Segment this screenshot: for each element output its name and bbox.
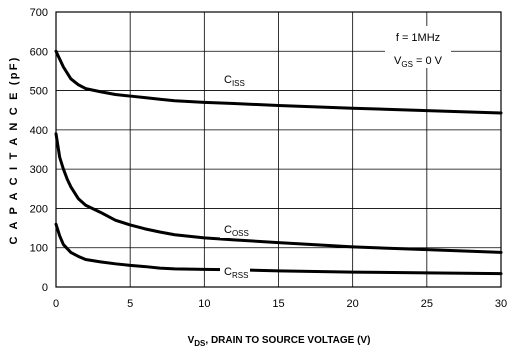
y-tick-labels: 0 100 200 300 400 500 600 700 bbox=[30, 7, 48, 294]
y-tick-label-400: 400 bbox=[30, 125, 48, 137]
y-tick-label-700: 700 bbox=[30, 7, 48, 19]
x-tick-label-25: 25 bbox=[421, 298, 433, 310]
crss-label-bg bbox=[220, 262, 250, 280]
y-tick-label-0: 0 bbox=[42, 282, 48, 294]
condition-vgs: VGS = 0 V bbox=[394, 55, 443, 69]
y-tick-label-500: 500 bbox=[30, 86, 48, 98]
plot-frame bbox=[55, 11, 502, 288]
y-tick-label-300: 300 bbox=[30, 164, 48, 176]
grid bbox=[56, 12, 501, 287]
x-tick-label-30: 30 bbox=[495, 298, 507, 310]
y-tick-label-200: 200 bbox=[30, 203, 48, 215]
coss-label-bg bbox=[220, 220, 250, 238]
x-tick-label-15: 15 bbox=[272, 298, 284, 310]
series-label-crss: CRSS bbox=[224, 266, 248, 280]
x-tick-label-20: 20 bbox=[347, 298, 359, 310]
ciss-label-bg bbox=[220, 70, 250, 88]
x-axis-label: VDS, DRAIN TO SOURCE VOLTAGE (V) bbox=[188, 335, 371, 348]
series-group bbox=[54, 49, 503, 276]
x-tick-label-0: 0 bbox=[53, 298, 59, 310]
y-axis-label: C A P A C I T A N C E (pF) bbox=[8, 56, 20, 245]
series-label-coss: COSS bbox=[224, 224, 249, 238]
series-line-crss bbox=[54, 222, 503, 276]
condition-frequency: f = 1MHz bbox=[396, 32, 440, 44]
conditions-box bbox=[385, 26, 451, 68]
y-tick-label-100: 100 bbox=[30, 243, 48, 255]
y-tick-label-600: 600 bbox=[30, 46, 48, 58]
x-tick-label-5: 5 bbox=[127, 298, 133, 310]
series-label-ciss: CISS bbox=[224, 74, 245, 88]
series-line-coss bbox=[54, 132, 503, 254]
x-tick-label-10: 10 bbox=[198, 298, 210, 310]
x-tick-labels: 0 5 10 15 20 25 30 bbox=[53, 298, 507, 310]
series-line-ciss bbox=[54, 49, 503, 115]
